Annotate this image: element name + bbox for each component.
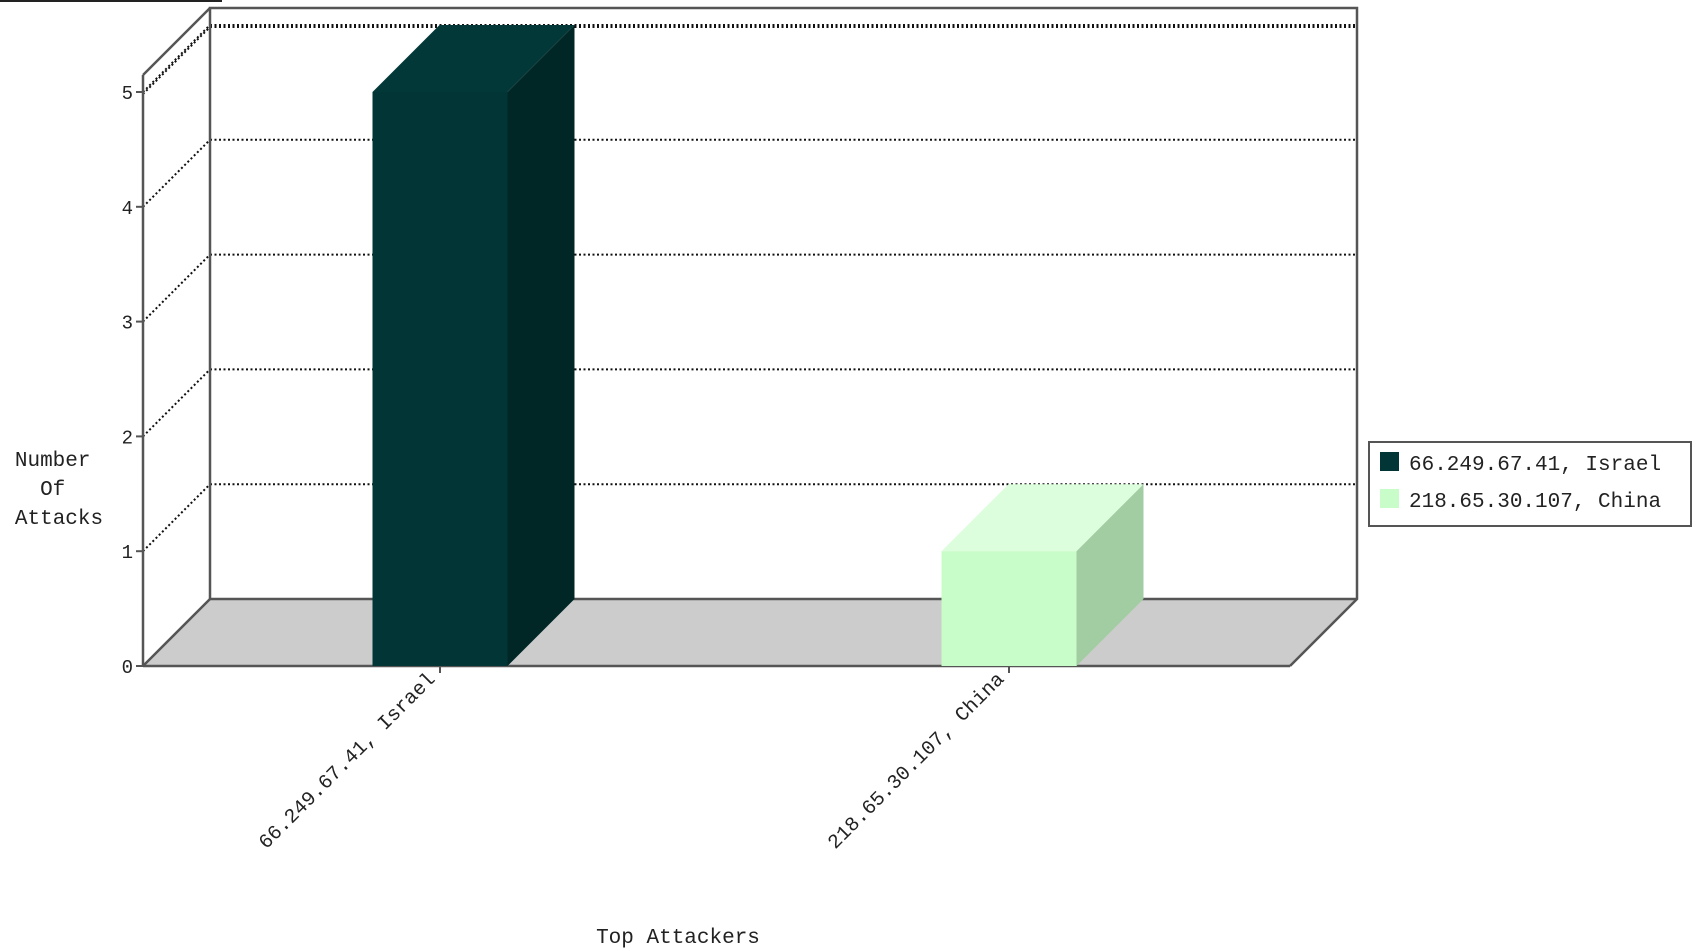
y-axis-label-line-1: Number — [15, 450, 91, 473]
bars — [372, 25, 1144, 666]
y-axis-label: Number Of Attacks — [15, 450, 103, 531]
x-tick-label-2: 218.65.30.107, China — [824, 669, 1010, 855]
legend: 66.249.67.41, Israel 218.65.30.107, Chin… — [1368, 441, 1692, 527]
legend-box — [1368, 441, 1692, 527]
bar-side-2 — [1076, 484, 1144, 666]
y-tick-label-2: 2 — [122, 427, 133, 449]
gridline-side-2 — [142, 368, 211, 438]
y-tick-label-3: 3 — [122, 313, 133, 335]
y-tick-label-4: 4 — [122, 198, 133, 220]
gridlines — [142, 24, 1357, 552]
x-axis-ticks: 66.249.67.41, Israel 218.65.30.107, China — [255, 666, 1010, 855]
bar-top-2 — [941, 484, 1144, 552]
gridline-top-side — [142, 26, 211, 95]
y-axis-label-line-3: Attacks — [15, 508, 103, 531]
legend-swatch-1 — [1380, 452, 1399, 471]
bar-side-1 — [507, 25, 575, 666]
bar-front-1 — [372, 92, 508, 666]
y-tick-label-0: 0 — [122, 657, 133, 679]
gridline-side-5 — [142, 24, 211, 93]
gridline-side-1 — [142, 483, 211, 552]
legend-label-1: 66.249.67.41, Israel — [1409, 454, 1661, 477]
y-tick-label-5: 5 — [122, 83, 133, 105]
y-tick-label-1: 1 — [122, 542, 133, 564]
x-tick-label-1: 66.249.67.41, Israel — [255, 669, 441, 855]
chart-frame — [141, 6, 1359, 668]
y-axis-label-line-2: Of — [40, 479, 65, 502]
legend-label-2: 218.65.30.107, China — [1409, 491, 1661, 514]
bar-2 — [941, 484, 1144, 666]
bar-front-2 — [941, 551, 1077, 666]
x-axis-label: Top Attackers — [596, 927, 760, 950]
legend-swatch-2 — [1380, 489, 1399, 508]
bar-top-1 — [372, 25, 575, 92]
gridline-side-3 — [142, 253, 211, 323]
chart-floor — [143, 599, 1357, 666]
gridline-side-4 — [142, 139, 211, 208]
bar-1 — [372, 25, 575, 666]
y-axis-ticks: 0 1 2 3 4 5 — [122, 83, 143, 679]
